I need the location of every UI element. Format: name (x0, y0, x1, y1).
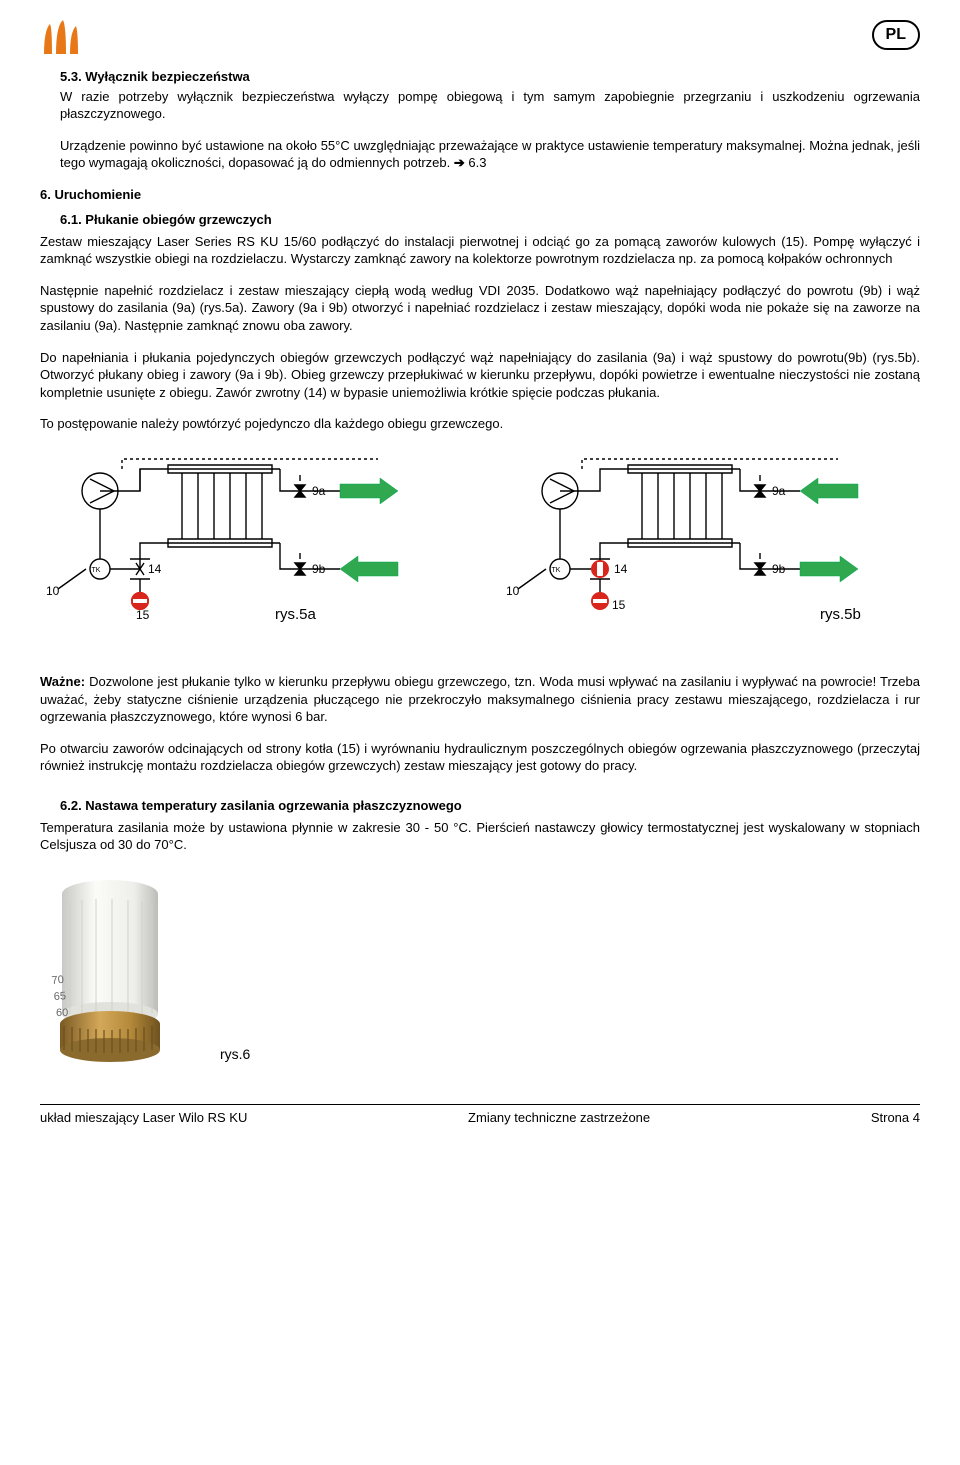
svg-text:10: 10 (506, 584, 520, 598)
footer-center: Zmiany techniczne zastrzeżone (468, 1109, 650, 1127)
heading-6-1: 6.1. Płukanie obiegów grzewczych (60, 211, 920, 229)
svg-text:9a: 9a (772, 484, 786, 498)
cross-reference: 6.3 (454, 155, 487, 170)
thermostatic-head-photo: 70 65 60 (40, 874, 180, 1064)
svg-text:15: 15 (612, 598, 626, 612)
paragraph: Po otwarciu zaworów odcinających od stro… (40, 740, 920, 775)
label-14: 14 (148, 562, 162, 576)
label-10: 10 (46, 584, 60, 598)
page-header: PL (40, 20, 920, 58)
text: Dozwolone jest płukanie tylko w kierunku… (40, 674, 920, 724)
brand-logo (40, 20, 86, 58)
footer-right: Strona 4 (871, 1109, 920, 1127)
figure-label-5b: rys.5b (820, 606, 861, 623)
paragraph: To postępowanie należy powtórzyć pojedyn… (40, 415, 920, 433)
paragraph: Zestaw mieszający Laser Series RS KU 15/… (40, 233, 920, 268)
paragraph: Następnie napełnić rozdzielacz i zestaw … (40, 282, 920, 335)
important-label: Ważne: (40, 674, 85, 689)
svg-text:60: 60 (56, 1007, 68, 1019)
paragraph: Do napełniania i płukania pojedynczych o… (40, 349, 920, 402)
label-15: 15 (136, 608, 150, 622)
figure-label-6: rys.6 (220, 1045, 250, 1064)
heading-6: 6. Uruchomienie (40, 186, 920, 204)
heading-5-3: 5.3. Wyłącznik bezpieczeństwa (60, 68, 920, 86)
text: Urządzenie powinno być ustawione na okoł… (60, 138, 920, 171)
svg-text:TK: TK (552, 567, 561, 574)
important-note: Ważne: Dozwolone jest płukanie tylko w k… (40, 673, 920, 726)
footer-left: układ mieszający Laser Wilo RS KU (40, 1109, 247, 1127)
figure-label-5a: rys.5a (275, 606, 317, 623)
svg-text:9b: 9b (772, 562, 786, 576)
page-footer: układ mieszający Laser Wilo RS KU Zmiany… (40, 1104, 920, 1127)
label-tk: TK (92, 567, 101, 574)
label-9a: 9a (312, 484, 326, 498)
language-badge: PL (872, 20, 920, 50)
heading-6-2: 6.2. Nastawa temperatury zasilania ogrze… (60, 797, 920, 815)
paragraph: Temperatura zasilania może by ustawiona … (40, 819, 920, 854)
figure-6-row: 70 65 60 rys.6 (40, 874, 920, 1064)
paragraph: W razie potrzeby wyłącznik bezpieczeństw… (60, 88, 920, 123)
svg-text:70: 70 (51, 973, 64, 986)
label-9b: 9b (312, 562, 326, 576)
svg-text:14: 14 (614, 562, 628, 576)
diagrams-container: TK 10 14 15 9a 9b rys.5a (40, 451, 920, 646)
diagram-5b: TK 10 14 15 9a 9b rys.5b (500, 451, 920, 646)
svg-text:65: 65 (53, 990, 66, 1003)
diagram-5a: TK 10 14 15 9a 9b rys.5a (40, 451, 460, 646)
paragraph: Urządzenie powinno być ustawione na okoł… (60, 137, 920, 172)
